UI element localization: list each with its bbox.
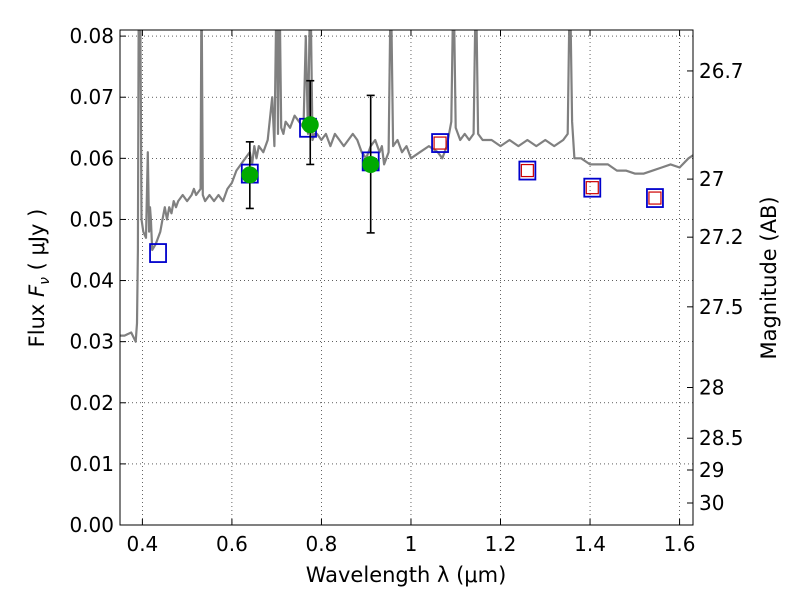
- y2-tick-label: 27.2: [699, 225, 744, 249]
- blue-square-marker: [518, 160, 537, 181]
- y2-axis-label: Magnitude (AB): [757, 196, 781, 359]
- green-circle-marker: [241, 166, 259, 184]
- y-tick-label: 0.00: [69, 513, 114, 537]
- y2-tick-label: 27.5: [699, 295, 744, 319]
- y-tick-label: 0.05: [69, 207, 114, 231]
- y-tick-label: 0.07: [69, 85, 114, 109]
- y-tick-label: 0.06: [69, 146, 114, 170]
- plot-background: [120, 30, 693, 525]
- plot-frame: [119, 29, 694, 526]
- x-tick-label: 0.6: [216, 532, 248, 556]
- y-tick-label: 0.04: [69, 269, 114, 293]
- green-circle-marker: [301, 116, 319, 134]
- blue-square-marker: [431, 133, 449, 153]
- y2-tick-label: 26.7: [699, 59, 744, 83]
- series-layer: [120, 30, 693, 343]
- y-tick-label: 0.08: [69, 24, 114, 48]
- marker-layer: [149, 79, 664, 263]
- y-tick-label: 0.03: [69, 330, 114, 354]
- x-tick-label: 0.4: [126, 532, 158, 556]
- blue-square-marker: [583, 177, 602, 198]
- red-square-marker: [648, 191, 662, 205]
- y2-tick-label: 28.5: [699, 426, 744, 450]
- x-tick-label: 1: [405, 532, 418, 556]
- red-square-marker: [585, 181, 599, 195]
- x-tick-label: 1.4: [574, 532, 606, 556]
- y-axis-label: Flux Fν ( μJy ): [25, 209, 53, 348]
- spectrum-line: [120, 30, 693, 343]
- y2-tick-label: 27: [699, 167, 724, 191]
- y-tick-label: 0.02: [69, 391, 114, 415]
- ticks: 0.4 0.6 0.8 1 1.2 1.4 1.6 0.00 0.01 0.02 0.03 0.04 0…: [69, 24, 743, 556]
- x-tick-label: 1.2: [485, 532, 517, 556]
- y2-tick-label: 30: [699, 491, 724, 515]
- blue-square-marker: [149, 243, 167, 263]
- y2-tick-label: 28: [699, 376, 724, 400]
- x-axis-label: Wavelength λ (μm): [306, 563, 507, 587]
- x-tick-label: 0.8: [306, 532, 338, 556]
- x-tick-label: 1.6: [664, 532, 696, 556]
- green-circle-marker: [362, 155, 380, 173]
- grid: [120, 30, 693, 526]
- red-square-marker: [520, 163, 534, 178]
- y-tick-label: 0.01: [69, 452, 114, 476]
- blue-square-marker: [646, 188, 664, 208]
- y2-tick-label: 29: [699, 458, 724, 482]
- red-square-marker: [433, 136, 447, 150]
